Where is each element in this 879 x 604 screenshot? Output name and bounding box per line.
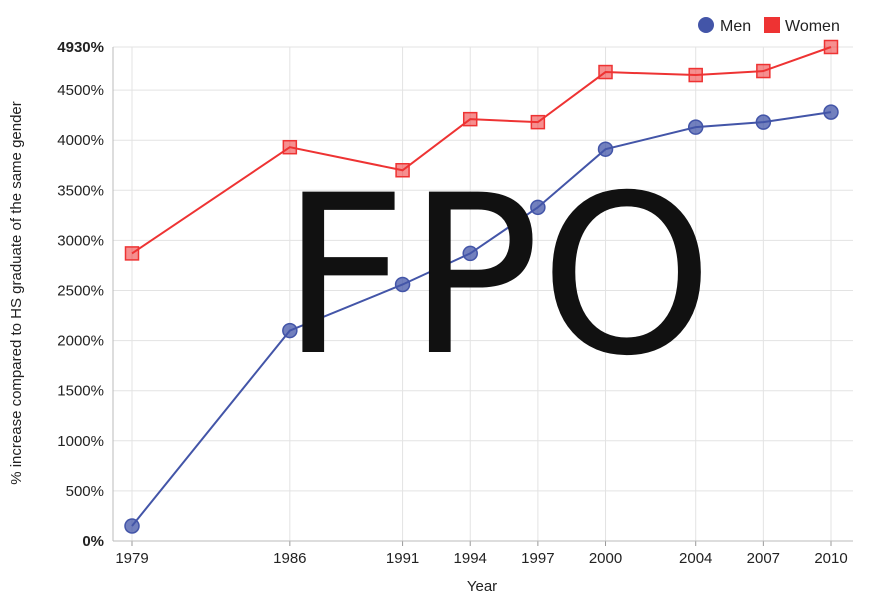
y-tick-label: 1500% bbox=[57, 383, 104, 400]
series-women bbox=[124, 39, 839, 261]
y-axis-title: % increase compared to HS graduate of th… bbox=[8, 101, 25, 485]
data-point-women bbox=[688, 67, 703, 83]
x-axis-title: Year bbox=[467, 578, 497, 595]
y-tick-label: 2500% bbox=[57, 282, 104, 299]
legend-marker-men bbox=[698, 17, 714, 33]
y-tick-label: 3500% bbox=[57, 182, 104, 199]
y-tick-label: 4930% bbox=[57, 39, 104, 56]
plot-area bbox=[124, 39, 839, 534]
x-tick-label: 1991 bbox=[386, 550, 419, 567]
legend-marker-women bbox=[764, 17, 780, 33]
y-tick-label: 3000% bbox=[57, 232, 104, 249]
data-point-men bbox=[394, 276, 411, 293]
x-tick-label: 2010 bbox=[814, 550, 847, 567]
data-point-men bbox=[124, 518, 140, 534]
axes: 0% 500% 1000% 1500% 2000% 2500% 3000% 3500% 4000… bbox=[57, 39, 853, 567]
y-tick-label: 4500% bbox=[57, 82, 104, 99]
y-tick-label: 4000% bbox=[57, 132, 104, 149]
x-tick-label: 2000 bbox=[589, 550, 622, 567]
y-tick-label: 1000% bbox=[57, 433, 104, 450]
data-point-men bbox=[687, 119, 704, 135]
y-tick-label: 0% bbox=[82, 533, 104, 550]
grid bbox=[113, 46, 853, 542]
data-point-women bbox=[598, 64, 613, 80]
data-point-men bbox=[462, 245, 478, 262]
x-tick-label: 1994 bbox=[454, 550, 487, 567]
legend-label-women: Women bbox=[785, 18, 840, 35]
fpo-watermark: FPO bbox=[281, 148, 713, 404]
y-tick-label: 2000% bbox=[57, 333, 104, 350]
x-tick-label: 1997 bbox=[521, 550, 554, 567]
data-point-women bbox=[823, 39, 839, 55]
data-point-women bbox=[530, 114, 546, 130]
data-point-men bbox=[755, 114, 772, 130]
x-tick-label: 1986 bbox=[273, 550, 306, 567]
data-point-women bbox=[124, 246, 140, 261]
y-tick-label: 500% bbox=[66, 483, 104, 500]
data-point-men bbox=[597, 141, 614, 157]
legend-label-men: Men bbox=[720, 18, 751, 35]
data-point-men bbox=[282, 322, 298, 339]
data-point-men bbox=[530, 199, 546, 216]
data-point-women bbox=[462, 111, 478, 127]
data-point-women bbox=[395, 162, 410, 178]
data-point-women bbox=[756, 63, 771, 79]
series-men bbox=[124, 104, 839, 534]
legend: Men Women bbox=[698, 17, 840, 35]
x-tick-label: 1979 bbox=[115, 550, 148, 567]
data-point-women bbox=[282, 139, 298, 155]
data-point-men bbox=[823, 104, 839, 120]
x-tick-label: 2004 bbox=[679, 550, 712, 567]
x-tick-label: 2007 bbox=[747, 550, 780, 567]
